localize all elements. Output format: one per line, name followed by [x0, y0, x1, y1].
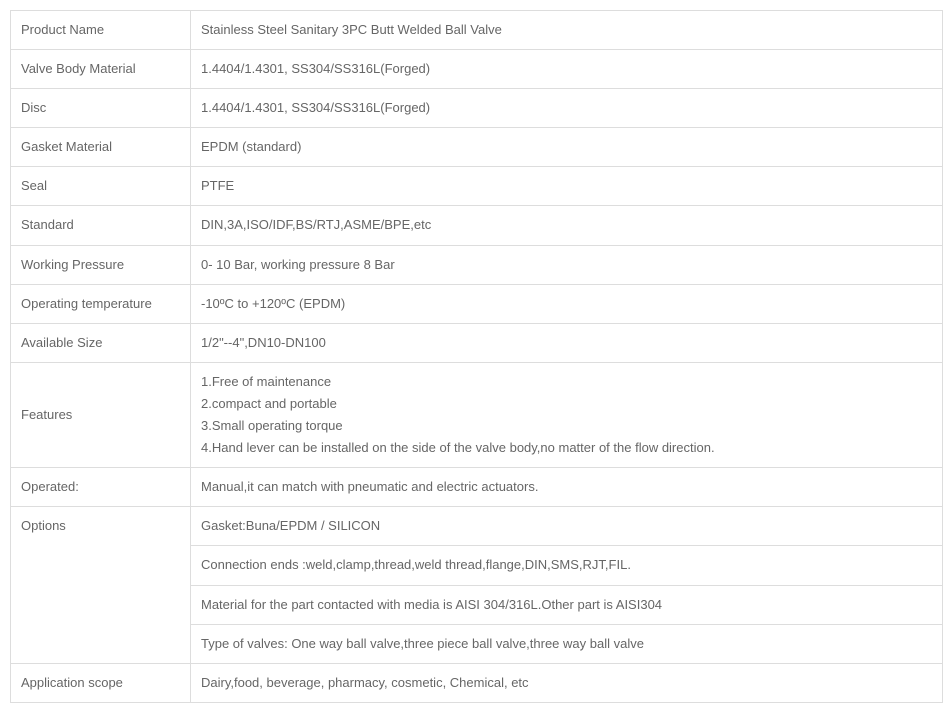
row-value: Manual,it can match with pneumatic and e… [191, 468, 943, 507]
features-line: 3.Small operating torque [201, 415, 932, 437]
row-label: Available Size [11, 323, 191, 362]
row-value: Stainless Steel Sanitary 3PC Butt Welded… [191, 11, 943, 50]
table-row-options: Options Gasket:Buna/EPDM / SILICON [11, 507, 943, 546]
features-value: 1.Free of maintenance 2.compact and port… [191, 362, 943, 467]
features-line: 1.Free of maintenance [201, 371, 932, 393]
options-line: Connection ends :weld,clamp,thread,weld … [191, 546, 943, 585]
row-label: Application scope [11, 663, 191, 702]
row-label: Product Name [11, 11, 191, 50]
row-value: 1.4404/1.4301, SS304/SS316L(Forged) [191, 50, 943, 89]
row-label: Disc [11, 89, 191, 128]
row-value: 1/2"--4",DN10-DN100 [191, 323, 943, 362]
row-label: Valve Body Material [11, 50, 191, 89]
row-value: DIN,3A,ISO/IDF,BS/RTJ,ASME/BPE,etc [191, 206, 943, 245]
spec-table: Product Name Stainless Steel Sanitary 3P… [10, 10, 943, 703]
table-row: Operated: Manual,it can match with pneum… [11, 468, 943, 507]
row-label: Standard [11, 206, 191, 245]
table-row: Valve Body Material 1.4404/1.4301, SS304… [11, 50, 943, 89]
table-row: Operating temperature -10ºC to +120ºC (E… [11, 284, 943, 323]
row-label: Gasket Material [11, 128, 191, 167]
table-row: Standard DIN,3A,ISO/IDF,BS/RTJ,ASME/BPE,… [11, 206, 943, 245]
row-value: 1.4404/1.4301, SS304/SS316L(Forged) [191, 89, 943, 128]
table-row-features: Features 1.Free of maintenance 2.compact… [11, 362, 943, 467]
table-row: Gasket Material EPDM (standard) [11, 128, 943, 167]
table-row: Application scope Dairy,food, beverage, … [11, 663, 943, 702]
row-value: Dairy,food, beverage, pharmacy, cosmetic… [191, 663, 943, 702]
table-row: Seal PTFE [11, 167, 943, 206]
row-label: Working Pressure [11, 245, 191, 284]
features-line: 2.compact and portable [201, 393, 932, 415]
row-label: Operating temperature [11, 284, 191, 323]
row-value: -10ºC to +120ºC (EPDM) [191, 284, 943, 323]
row-label: Operated: [11, 468, 191, 507]
table-row: Available Size 1/2"--4",DN10-DN100 [11, 323, 943, 362]
options-line: Gasket:Buna/EPDM / SILICON [191, 507, 943, 546]
spec-table-body: Product Name Stainless Steel Sanitary 3P… [11, 11, 943, 703]
row-value: 0- 10 Bar, working pressure 8 Bar [191, 245, 943, 284]
table-row: Disc 1.4404/1.4301, SS304/SS316L(Forged) [11, 89, 943, 128]
options-line: Type of valves: One way ball valve,three… [191, 624, 943, 663]
table-row: Working Pressure 0- 10 Bar, working pres… [11, 245, 943, 284]
row-value: PTFE [191, 167, 943, 206]
options-label: Options [11, 507, 191, 663]
table-row: Product Name Stainless Steel Sanitary 3P… [11, 11, 943, 50]
features-label: Features [11, 362, 191, 467]
options-line: Material for the part contacted with med… [191, 585, 943, 624]
features-line: 4.Hand lever can be installed on the sid… [201, 437, 932, 459]
row-value: EPDM (standard) [191, 128, 943, 167]
row-label: Seal [11, 167, 191, 206]
